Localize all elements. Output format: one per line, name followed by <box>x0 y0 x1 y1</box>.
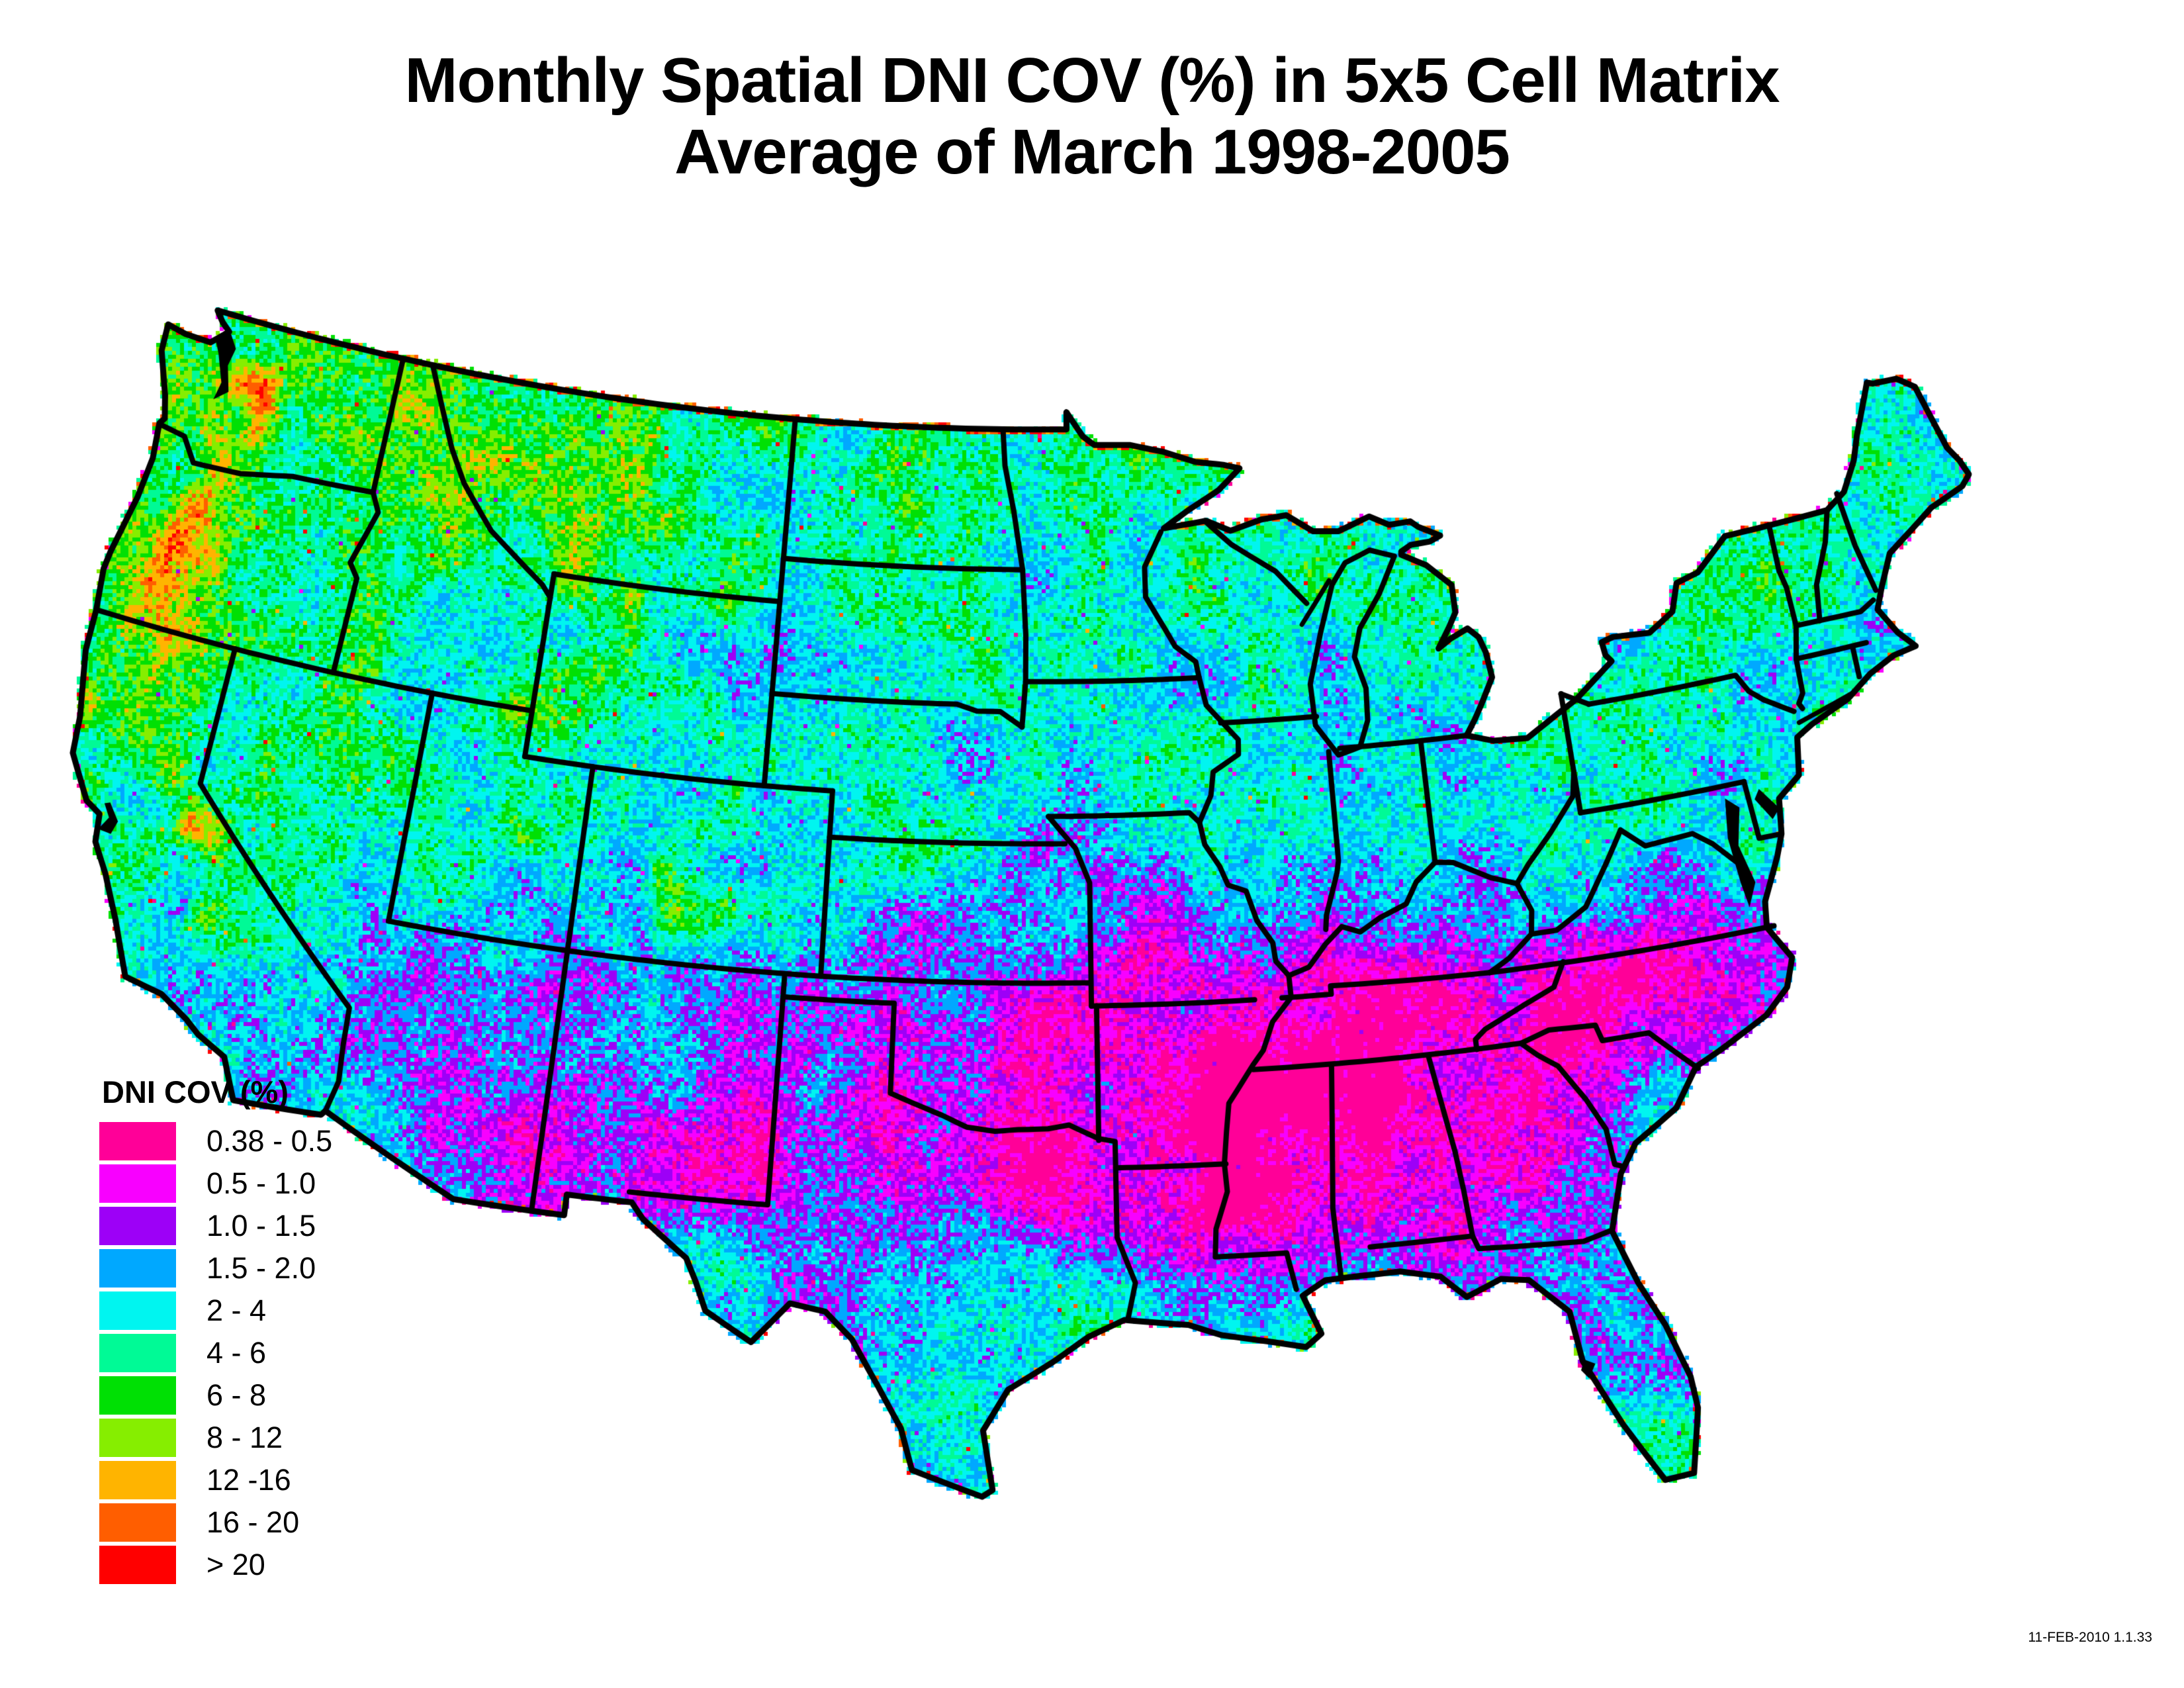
legend-swatch <box>99 1376 176 1415</box>
legend-swatch <box>99 1291 176 1330</box>
legend-label: 8 - 12 <box>206 1421 283 1454</box>
legend-swatch <box>99 1122 176 1160</box>
legend-title: DNI COV (%) <box>102 1074 289 1109</box>
legend-row: 1.5 - 2.0 <box>99 1249 332 1288</box>
legend-label: 4 - 6 <box>206 1336 267 1370</box>
legend-label: 16 - 20 <box>206 1505 300 1539</box>
legend-label: 2 - 4 <box>206 1293 267 1327</box>
legend-row: 1.0 - 1.5 <box>99 1207 332 1245</box>
legend-swatch <box>99 1503 176 1542</box>
legend-label: 1.5 - 2.0 <box>206 1251 316 1285</box>
legend-row: > 20 <box>99 1546 332 1584</box>
legend-row: 16 - 20 <box>99 1503 332 1542</box>
legend-swatch <box>99 1207 176 1245</box>
legend-row: 6 - 8 <box>99 1376 332 1415</box>
legend-label: 0.38 - 0.5 <box>206 1124 333 1158</box>
legend-swatch <box>99 1164 176 1203</box>
legend-swatch <box>99 1546 176 1584</box>
title-line-1: Monthly Spatial DNI COV (%) in 5x5 Cell … <box>404 45 1780 116</box>
title-line-2: Average of March 1998-2005 <box>674 116 1510 187</box>
footer-timestamp: 11-FEB-2010 1.1.33 <box>2028 1630 2152 1645</box>
legend-row: 0.38 - 0.5 <box>99 1122 332 1160</box>
legend-swatch <box>99 1334 176 1372</box>
legend-label: > 20 <box>206 1548 265 1581</box>
legend-swatch <box>99 1461 176 1499</box>
legend-row: 12 -16 <box>99 1461 332 1499</box>
legend-row: 2 - 4 <box>99 1291 332 1330</box>
legend-label: 1.0 - 1.5 <box>206 1209 316 1243</box>
legend-swatch <box>99 1419 176 1457</box>
legend-label: 6 - 8 <box>206 1378 267 1412</box>
legend-label: 0.5 - 1.0 <box>206 1166 316 1200</box>
page-title: Monthly Spatial DNI COV (%) in 5x5 Cell … <box>53 45 2131 187</box>
legend-row: 0.5 - 1.0 <box>99 1164 332 1203</box>
legend: DNI COV (%) 0.38 - 0.5 0.5 - 1.0 1.0 - 1… <box>99 1074 332 1588</box>
legend-row: 4 - 6 <box>99 1334 332 1372</box>
legend-label: 12 -16 <box>206 1463 291 1497</box>
legend-row: 8 - 12 <box>99 1419 332 1457</box>
legend-swatch <box>99 1249 176 1288</box>
